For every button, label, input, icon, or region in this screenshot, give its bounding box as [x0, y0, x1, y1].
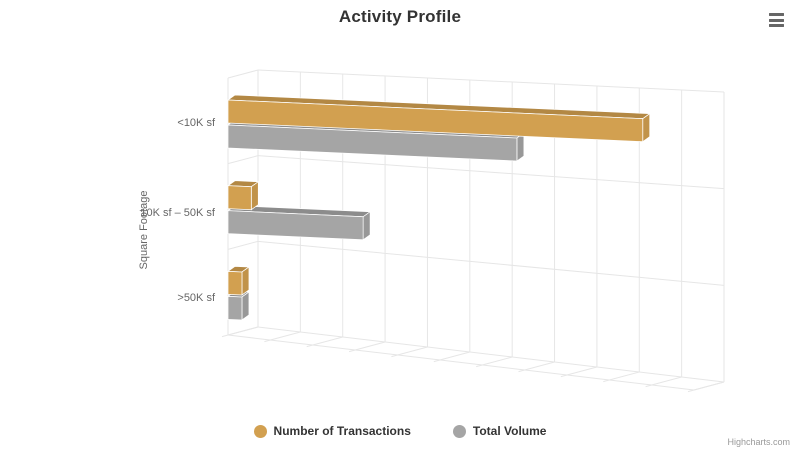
- bar-end-face[interactable]: [241, 266, 250, 296]
- legend-marker-icon: [253, 424, 267, 438]
- highcharts-credit-link[interactable]: Highcharts.com: [727, 437, 790, 447]
- category-label: <10K sf: [177, 117, 216, 129]
- bar-end-face[interactable]: [241, 291, 250, 321]
- gridline: [227, 334, 695, 391]
- gridline: [227, 240, 259, 250]
- category-axis-title: Square Footage: [138, 191, 150, 270]
- category-label: >50K sf: [177, 292, 216, 304]
- category-axis-labels: <10K sf 10K sf – 50K sf >50K sf: [140, 117, 216, 304]
- gridline: [257, 326, 725, 383]
- bar-end-face[interactable]: [362, 211, 371, 241]
- export-menu-button[interactable]: [764, 8, 790, 32]
- gridline: [227, 155, 259, 165]
- bar-front-face[interactable]: [227, 210, 364, 241]
- legend-item-number-of-transactions[interactable]: Number of Transactions: [253, 424, 411, 438]
- legend-label: Total Volume: [472, 424, 547, 438]
- bar-front-face[interactable]: [227, 99, 644, 143]
- gridline: [227, 69, 259, 79]
- bar-front-face[interactable]: [227, 124, 518, 162]
- bar-end-face[interactable]: [516, 132, 525, 162]
- legend-marker-icon: [452, 424, 466, 438]
- bar-end-face[interactable]: [642, 112, 651, 143]
- legend-label: Number of Transactions: [273, 424, 411, 438]
- gridline: [227, 326, 259, 336]
- category-label: 10K sf – 50K sf: [140, 207, 216, 219]
- bar-front-face[interactable]: [227, 185, 252, 211]
- chart-title: Activity Profile: [338, 7, 462, 26]
- bar-front-face[interactable]: [227, 295, 243, 321]
- hamburger-icon: [769, 13, 784, 16]
- gridline: [693, 381, 725, 391]
- legend-item-total-volume[interactable]: Total Volume: [452, 424, 547, 438]
- gridline: [257, 155, 725, 190]
- plot-3d-geometry: [221, 69, 725, 393]
- gridline: [257, 69, 725, 93]
- legend: Number of Transactions Total Volume: [0, 424, 800, 438]
- hamburger-icon: [769, 24, 784, 27]
- bar-end-face[interactable]: [250, 180, 259, 211]
- hamburger-icon: [769, 18, 784, 22]
- bar-front-face[interactable]: [227, 270, 243, 296]
- gridline: [257, 240, 725, 286]
